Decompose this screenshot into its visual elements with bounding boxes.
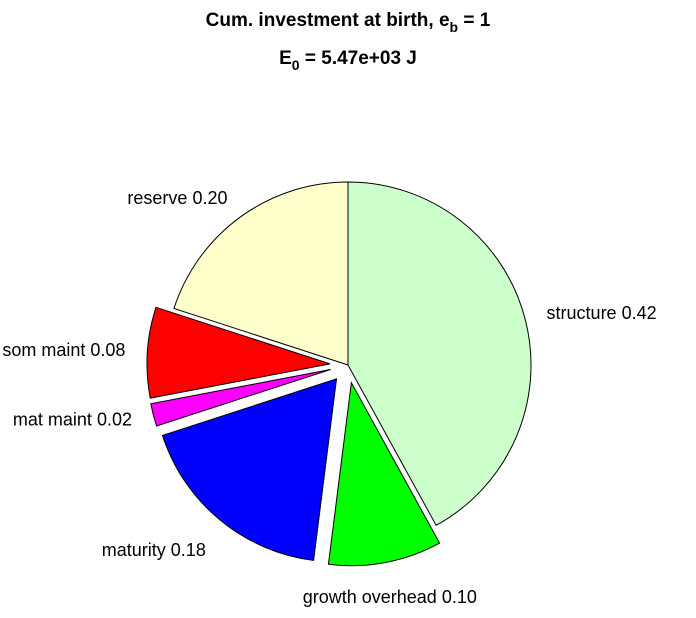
pie-slice	[161, 378, 338, 561]
slice-label-name: growth overhead	[303, 587, 437, 607]
slice-label-name: reserve	[127, 188, 187, 208]
slice-label-name: structure	[547, 303, 617, 323]
title-tail: = 1	[458, 10, 491, 31]
title-sub: b	[450, 19, 459, 35]
pie-slice	[150, 368, 331, 427]
pie-slice	[173, 181, 349, 366]
slice-label-name: maturity	[102, 540, 166, 560]
slice-label-value: 0.18	[171, 540, 206, 560]
slice-label-value: 0.10	[442, 587, 477, 607]
slice-label-name: som maint	[2, 340, 85, 360]
slice-label: growth overhead 0.10	[303, 587, 477, 607]
slice-label: som maint 0.08	[2, 340, 125, 360]
slice-label: mat maint 0.02	[13, 409, 132, 429]
slice-label: reserve 0.20	[127, 188, 227, 208]
pie-slice	[347, 181, 532, 527]
subtitle-tail: = 5.47e+03 J	[300, 48, 417, 69]
slice-label-value: 0.08	[90, 340, 125, 360]
pie-slice	[327, 381, 441, 567]
slice-label-value: 0.42	[622, 303, 657, 323]
title-text: Cum. investment at birth, e	[206, 10, 450, 31]
slice-label-name: mat maint	[13, 409, 92, 429]
chart-subtitle: E0 = 5.47e+03 J	[279, 48, 417, 73]
slice-label-value: 0.02	[97, 409, 132, 429]
slice-label: structure 0.42	[547, 303, 657, 323]
chart-title: Cum. investment at birth, eb = 1	[206, 10, 491, 35]
pie-slice	[146, 306, 331, 399]
subtitle-text: E	[279, 48, 292, 69]
subtitle-sub: 0	[292, 57, 300, 73]
slice-label-value: 0.20	[192, 188, 227, 208]
slice-label: maturity 0.18	[102, 540, 206, 560]
